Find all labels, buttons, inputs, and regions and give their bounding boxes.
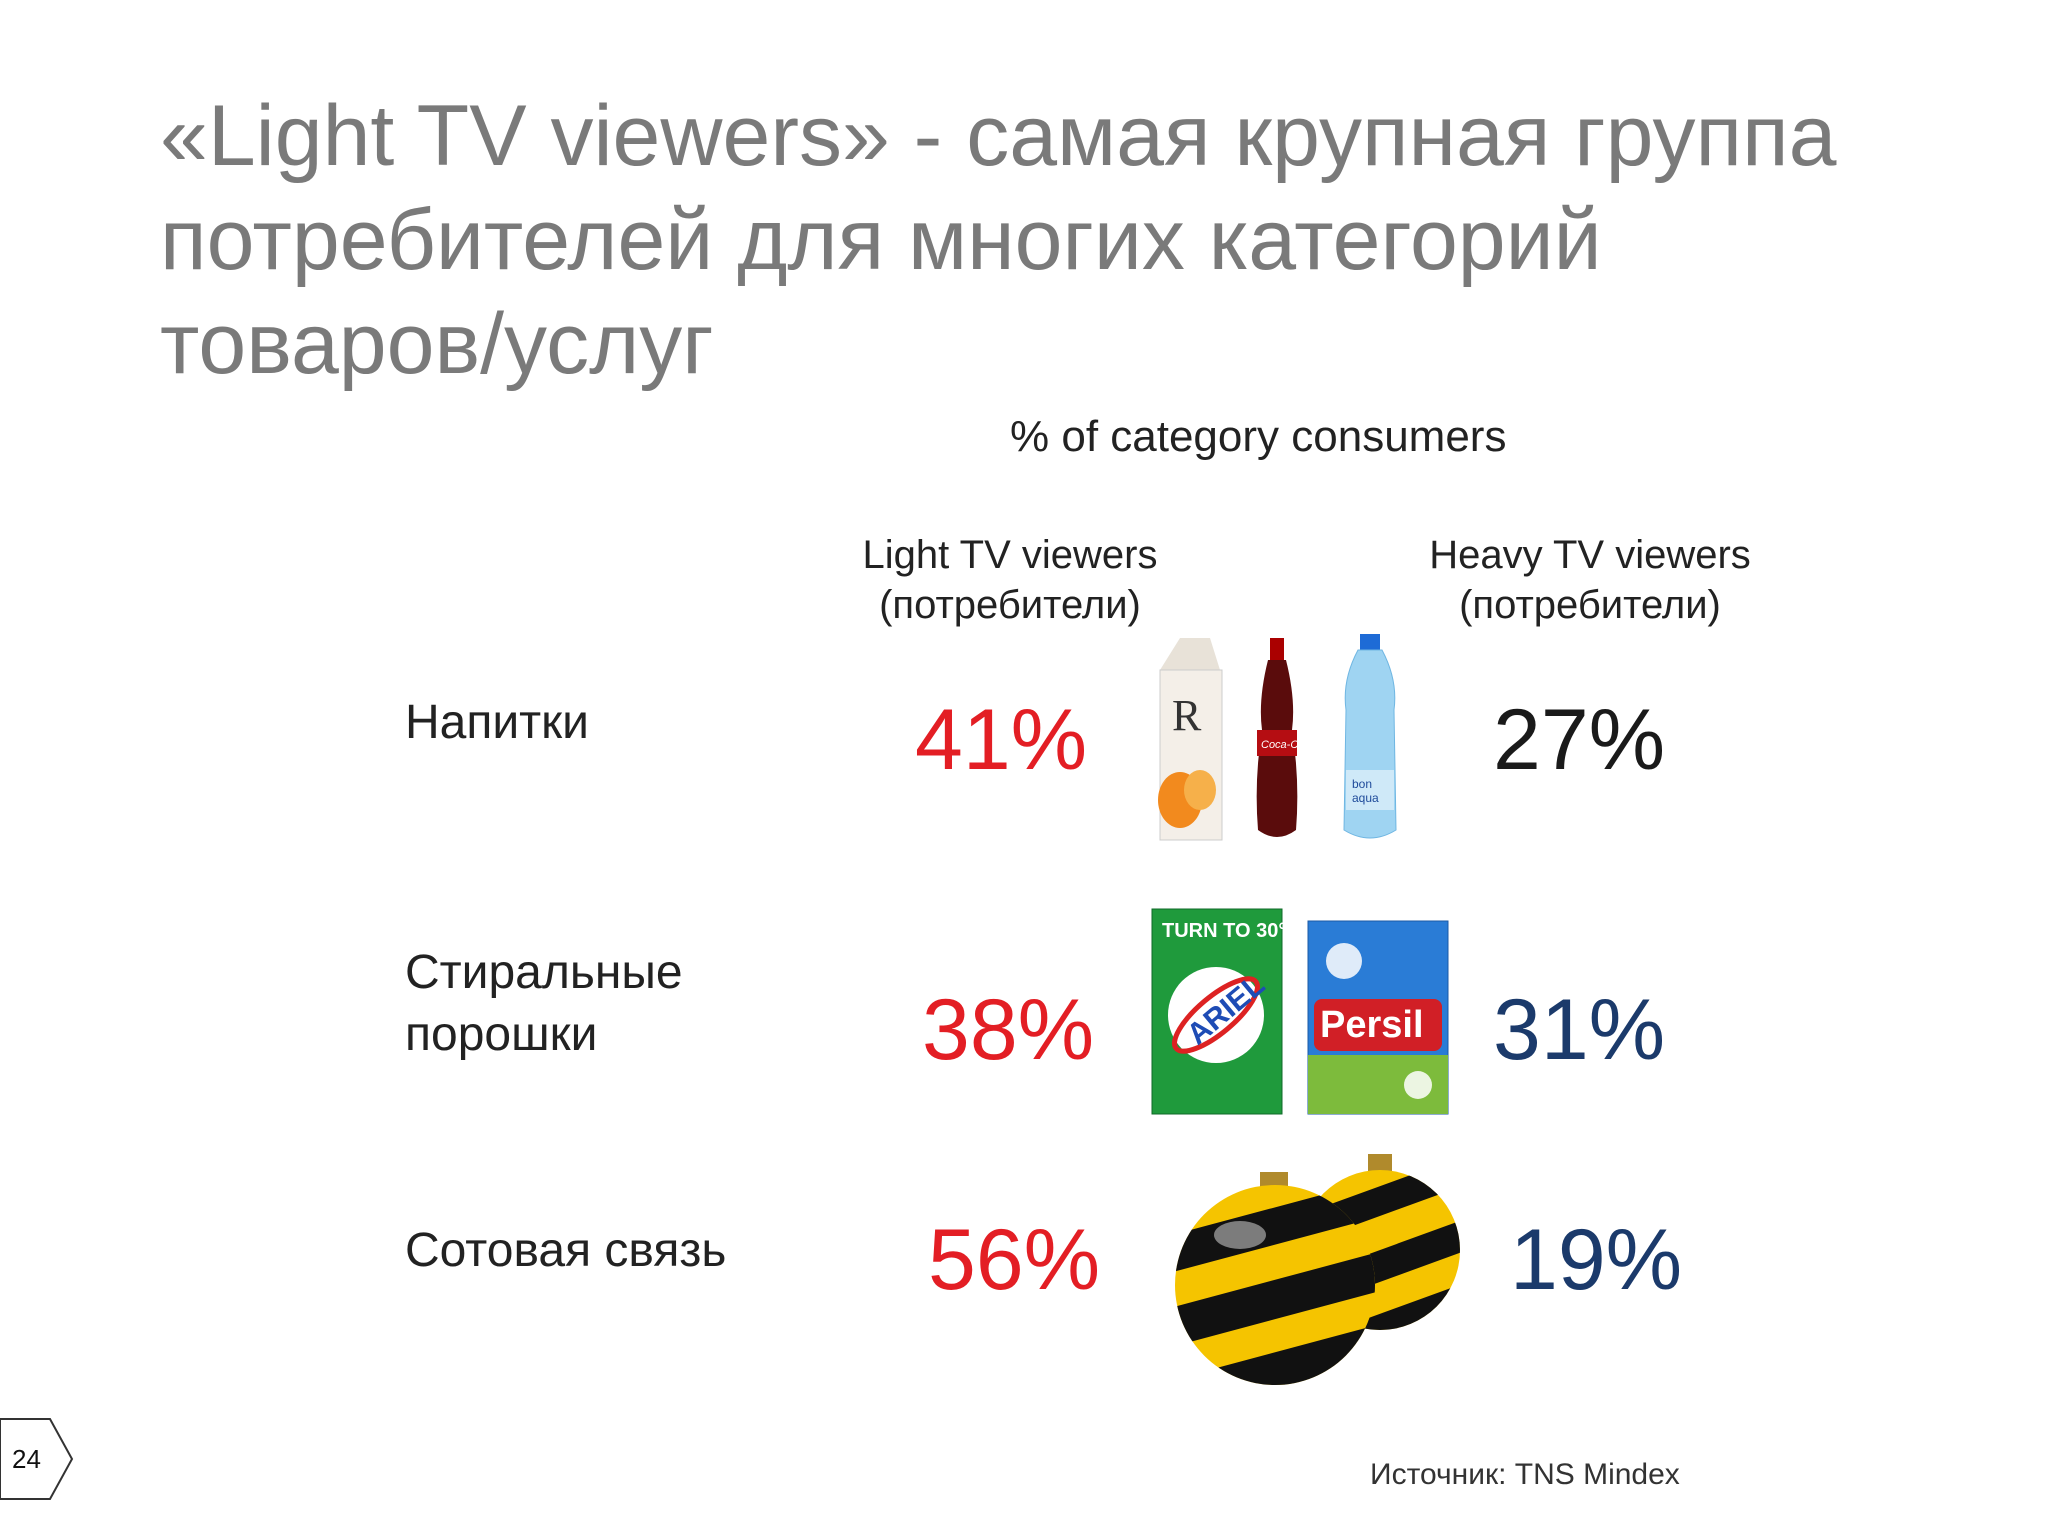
page-number-badge: 24 — [0, 1418, 76, 1500]
detergent-products-image: TURN TO 30° ARIEL Persil — [1151, 908, 1449, 1115]
page-number-arrow-icon — [0, 1418, 74, 1500]
title-line-1: «Light TV viewers» - самая крупная групп… — [160, 88, 1837, 184]
cola-bottle-icon: Coca-Cola — [1256, 638, 1313, 837]
chart-subtitle: % of category consumers — [1010, 412, 1507, 461]
svg-text:Coca-Cola: Coca-Cola — [1261, 739, 1313, 751]
page-number: 24 — [12, 1444, 41, 1474]
ariel-top-text: TURN TO 30° — [1162, 920, 1286, 942]
heavy-pct-drinks: 27% — [1493, 692, 1666, 788]
column-header-heavy-line1: Heavy TV viewers — [1429, 533, 1751, 577]
persil-box-icon: Persil — [1307, 920, 1449, 1115]
heavy-pct-mobile: 19% — [1510, 1212, 1683, 1308]
water-bottle-icon: bon aqua — [1343, 634, 1397, 839]
column-header-heavy: Heavy TV viewers (потребители) — [1380, 530, 1800, 630]
column-header-light: Light TV viewers (потребители) — [800, 530, 1220, 630]
light-pct-detergents: 38% — [922, 982, 1095, 1078]
source-note: Источник: TNS Mindex — [1370, 1458, 1680, 1491]
juice-carton-icon: R — [1158, 638, 1223, 841]
row-label-line: Стиральные — [405, 946, 683, 999]
row-label-drinks: Напитки — [405, 692, 589, 754]
row-label-line: Сотовая связь — [405, 1224, 727, 1277]
row-label-line: Напитки — [405, 696, 589, 749]
column-header-light-line2: (потребители) — [879, 583, 1141, 627]
light-pct-drinks: 41% — [915, 692, 1088, 788]
svg-text:R: R — [1172, 691, 1202, 740]
drinks-products-image: R Coca-Cola bon aqua — [1158, 634, 1397, 841]
svg-text:bon: bon — [1352, 777, 1372, 791]
column-header-heavy-line2: (потребители) — [1459, 583, 1721, 627]
column-header-light-line1: Light TV viewers — [862, 533, 1158, 577]
ariel-box-icon: TURN TO 30° ARIEL — [1151, 908, 1286, 1115]
title-line-3: товаров/услуг — [160, 296, 714, 392]
title-line-2: потребителей для многих категорий — [160, 192, 1602, 288]
page-title: «Light TV viewers» - самая крупная групп… — [160, 84, 1960, 396]
light-pct-mobile: 56% — [928, 1212, 1101, 1308]
row-label-line: порошки — [405, 1008, 598, 1061]
svg-text:aqua: aqua — [1352, 791, 1379, 805]
heavy-pct-detergents: 31% — [1493, 982, 1666, 1078]
persil-logo-text: Persil — [1320, 1004, 1424, 1046]
beeline-ornaments-image — [1175, 1154, 1460, 1385]
row-label-mobile: Сотовая связь — [405, 1220, 726, 1282]
row-label-detergents: Стиральные порошки — [405, 942, 683, 1066]
